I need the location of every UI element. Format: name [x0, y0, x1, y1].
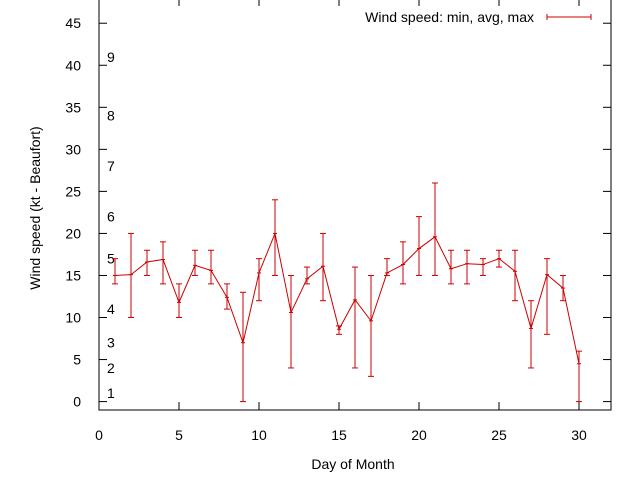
legend-label: Wind speed: min, avg, max [365, 9, 534, 25]
y-tick-label: 15 [65, 267, 81, 283]
y-axis-label: Wind speed (kt - Beaufort) [27, 126, 43, 289]
series-line-group [114, 231, 580, 364]
y-tick-label: 40 [65, 57, 81, 73]
plot-frame [98, 0, 612, 411]
series-line [114, 231, 580, 364]
x-tick-label: 30 [571, 427, 587, 443]
x-axis-ticks: 0 5 10 15 20 25 30 [95, 0, 587, 443]
x-tick-label: 5 [175, 427, 183, 443]
y-tick-label: 30 [65, 141, 81, 157]
beaufort-label: 1 [107, 385, 115, 401]
error-bars [112, 182, 582, 403]
y-tick-label: 25 [65, 183, 81, 199]
beaufort-label: 5 [107, 251, 115, 267]
y-tick-label: 10 [65, 310, 81, 326]
beaufort-scale-labels: 1 2 3 4 5 6 7 8 9 [107, 49, 115, 401]
y-tick-label: 35 [65, 99, 81, 115]
y-tick-label: 5 [73, 352, 81, 368]
beaufort-label: 8 [107, 108, 115, 124]
beaufort-label: 6 [107, 209, 115, 225]
y-tick-label: 20 [65, 225, 81, 241]
beaufort-label: 3 [107, 335, 115, 351]
legend: Wind speed: min, avg, max [365, 9, 592, 25]
x-tick-label: 20 [411, 427, 427, 443]
beaufort-label: 2 [107, 360, 115, 376]
y-tick-label: 0 [73, 394, 81, 410]
legend-sample [546, 14, 592, 20]
x-tick-label: 0 [95, 427, 103, 443]
x-tick-label: 10 [251, 427, 267, 443]
x-axis-label: Day of Month [311, 456, 394, 472]
y-tick-label: 45 [65, 15, 81, 31]
beaufort-label: 4 [107, 301, 115, 317]
beaufort-label: 9 [107, 49, 115, 65]
x-tick-label: 25 [491, 427, 507, 443]
x-tick-label: 15 [331, 427, 347, 443]
beaufort-label: 7 [107, 158, 115, 174]
